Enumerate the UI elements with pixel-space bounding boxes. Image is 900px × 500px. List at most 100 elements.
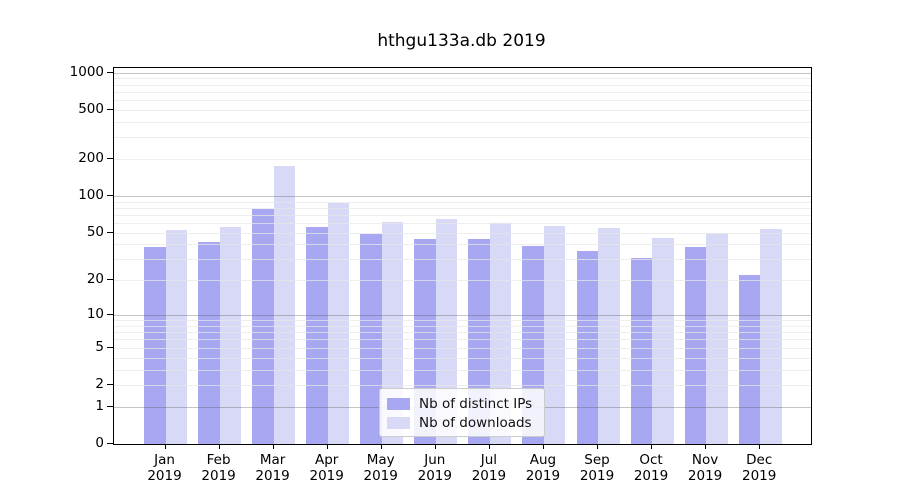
bar-downloads-nov [706, 232, 728, 444]
bar-downloads-sep [598, 227, 620, 444]
y-tick-mark-0 [107, 443, 113, 444]
y-tick-label-100: 100 [78, 186, 104, 203]
gridline-minor-80 [114, 207, 811, 209]
legend-label-downloads: Nb of downloads [419, 414, 532, 431]
bar-distinct-ips-may [360, 233, 382, 444]
gridline-minor-9 [114, 320, 811, 322]
bar-distinct-ips-feb [198, 241, 220, 444]
x-tick-mark-jan [164, 445, 166, 449]
y-tick-label-2: 2 [95, 375, 104, 392]
bar-distinct-ips-dec [738, 275, 761, 444]
gridline-minor-40 [114, 244, 811, 246]
x-tick-mark-dec [759, 445, 761, 449]
x-tick-mark-nov [705, 445, 707, 449]
gridline-minor-6 [114, 339, 811, 341]
gridline-major-10 [114, 315, 811, 317]
x-tick-mark-may [380, 445, 382, 449]
gridline-minor-60 [114, 223, 811, 224]
x-tick-label-may: May 2019 [363, 452, 398, 484]
y-tick-mark-5 [107, 346, 113, 348]
gridline-minor-700 [114, 91, 811, 93]
bar-distinct-ips-jan [144, 247, 166, 444]
x-tick-mark-jun [434, 445, 436, 449]
y-tick-mark-1000 [107, 71, 113, 73]
gridline-minor-800 [114, 84, 811, 86]
x-tick-mark-mar [272, 445, 274, 449]
bar-downloads-dec [760, 228, 782, 444]
y-tick-label-5: 5 [95, 338, 104, 355]
gridline-minor-70 [114, 214, 811, 216]
gridline-minor-2 [114, 384, 811, 386]
y-tick-mark-20 [107, 279, 113, 281]
gridline-minor-3 [114, 369, 811, 371]
y-tick-mark-50 [107, 231, 113, 233]
legend-swatch-downloads [387, 416, 410, 429]
gridline-minor-200 [114, 158, 811, 160]
x-tick-label-oct: Oct 2019 [633, 452, 669, 484]
y-tick-label-0: 0 [95, 435, 104, 451]
y-tick-label-50: 50 [86, 223, 104, 240]
legend-item-downloads: Nb of downloads [387, 414, 536, 431]
y-tick-mark-1 [107, 405, 113, 407]
legend-swatch-distinct-ips [387, 397, 410, 410]
gridline-minor-20 [114, 280, 811, 282]
y-tick-label-20: 20 [86, 271, 104, 288]
gridline-minor-50 [114, 232, 811, 234]
bar-downloads-oct [652, 238, 674, 444]
bar-downloads-aug [543, 225, 566, 444]
x-tick-mark-oct [651, 445, 652, 449]
x-tick-label-sep: Sep 2019 [579, 452, 615, 484]
x-tick-label-dec: Dec 2019 [742, 452, 777, 484]
gridline-minor-5 [114, 347, 811, 349]
x-tick-label-nov: Nov 2019 [687, 452, 723, 484]
x-tick-label-jan: Jan 2019 [147, 452, 182, 484]
gridline-major-1000 [114, 72, 811, 74]
y-tick-mark-200 [107, 157, 113, 159]
grid-layer [114, 68, 811, 444]
gridline-minor-30 [114, 259, 811, 261]
bar-downloads-mar [273, 165, 296, 444]
gridline-minor-4 [114, 357, 811, 359]
chart-title: hthgu133a.db 2019 [377, 31, 546, 51]
y-tick-mark-10 [107, 314, 113, 316]
gridline-minor-90 [114, 201, 811, 203]
x-tick-label-apr: Apr 2019 [309, 452, 344, 484]
gridline-minor-400 [114, 121, 811, 123]
bar-distinct-ips-nov [684, 247, 707, 444]
x-tick-label-feb: Feb 2019 [201, 452, 236, 484]
legend: Nb of distinct IPs Nb of downloads [379, 388, 545, 437]
x-tick-mark-apr [326, 445, 328, 449]
x-tick-label-mar: Mar 2019 [255, 452, 290, 484]
gridline-major-100 [114, 195, 811, 197]
x-tick-mark-sep [597, 445, 598, 449]
y-tick-label-1000: 1000 [69, 63, 104, 80]
legend-label-distinct-ips: Nb of distinct IPs [419, 395, 533, 412]
gridline-minor-7 [114, 332, 811, 334]
x-tick-mark-aug [542, 445, 544, 449]
y-tick-label-500: 500 [78, 100, 104, 117]
legend-item-distinct-ips: Nb of distinct IPs [387, 395, 536, 412]
x-tick-label-jun: Jun 2019 [417, 452, 452, 484]
bar-distinct-ips-oct [630, 257, 652, 444]
y-tick-label-1: 1 [95, 397, 104, 414]
bar-downloads-jan [165, 229, 187, 444]
bar-downloads-jun [435, 218, 458, 444]
y-tick-label-200: 200 [78, 149, 104, 166]
bar-distinct-ips-sep [576, 251, 598, 444]
y-tick-label-10: 10 [86, 306, 104, 323]
y-tick-mark-100 [107, 194, 113, 196]
gridline-minor-8 [114, 325, 811, 327]
gridline-minor-600 [114, 100, 811, 101]
y-tick-mark-2 [107, 383, 113, 385]
x-tick-mark-jul [488, 445, 490, 449]
bar-downloads-apr [327, 202, 350, 444]
gridline-minor-900 [114, 78, 811, 80]
y-tick-mark-500 [107, 108, 113, 110]
gridline-minor-500 [114, 109, 811, 111]
x-tick-mark-feb [218, 445, 220, 449]
gridline-minor-300 [114, 137, 811, 139]
x-tick-label-jul: Jul 2019 [471, 452, 507, 484]
plot-area [113, 67, 812, 445]
x-tick-label-aug: Aug 2019 [525, 452, 561, 484]
